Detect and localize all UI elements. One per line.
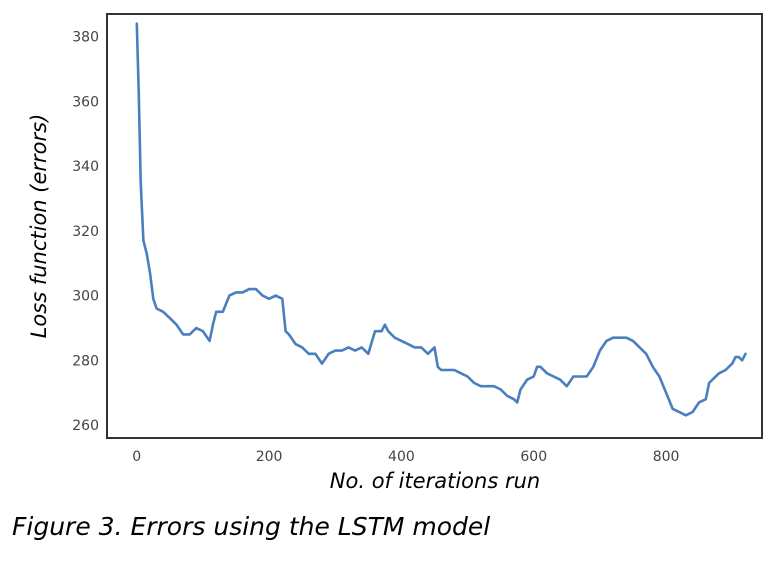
- x-tick-label: 0: [132, 449, 141, 465]
- y-tick-label: 280: [72, 353, 99, 369]
- y-axis-label: Loss function (errors): [27, 114, 51, 339]
- x-axis-label: No. of iterations run: [330, 469, 540, 493]
- y-tick-label: 300: [72, 289, 99, 305]
- loss-series-line: [135, 22, 747, 417]
- y-tick-labels: 260 280 300 320 340 360 380: [72, 30, 99, 434]
- y-tick-label: 360: [72, 94, 99, 110]
- x-tick-labels: 0 200 400 600 800: [132, 449, 679, 465]
- y-tick-label: 380: [72, 30, 99, 46]
- plot-area: [106, 13, 763, 439]
- x-tick-label: 800: [653, 449, 680, 465]
- figure-caption: Figure 3. Errors using the LSTM model: [12, 512, 491, 541]
- y-tick-label: 340: [72, 159, 99, 175]
- x-tick-label: 400: [388, 449, 415, 465]
- x-tick-label: 200: [256, 449, 283, 465]
- x-tick-label: 600: [520, 449, 547, 465]
- y-tick-label: 260: [72, 418, 99, 434]
- loss-line-chart: 0 200 400 600 800 260 280 300 320 340 360 380 No. …: [27, 13, 763, 493]
- y-tick-label: 320: [72, 224, 99, 240]
